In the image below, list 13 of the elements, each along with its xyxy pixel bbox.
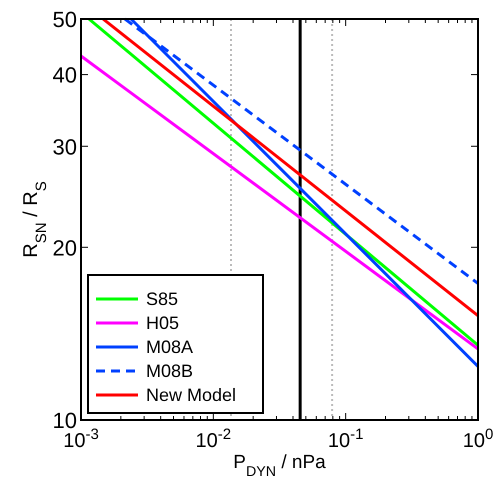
legend-label: New Model [146,385,236,405]
legend-label: M08B [146,361,194,381]
x-axis-title: P$_{DYN}$ / nPa [233,452,326,480]
y-tick-label: 40 [52,62,77,88]
x-tick-label: 10$^{0}$ [462,426,494,452]
x-tick-label: 10$^{-1}$ [328,426,364,452]
x-tick-label: 10$^{-2}$ [196,426,232,452]
y-tick-label: 50 [52,7,77,32]
legend-label: S85 [146,289,178,309]
y-tick-label: 20 [52,235,77,260]
legend-label: H05 [146,313,180,333]
legend-label: M08A [146,337,194,357]
y-tick-label: 30 [52,134,77,160]
